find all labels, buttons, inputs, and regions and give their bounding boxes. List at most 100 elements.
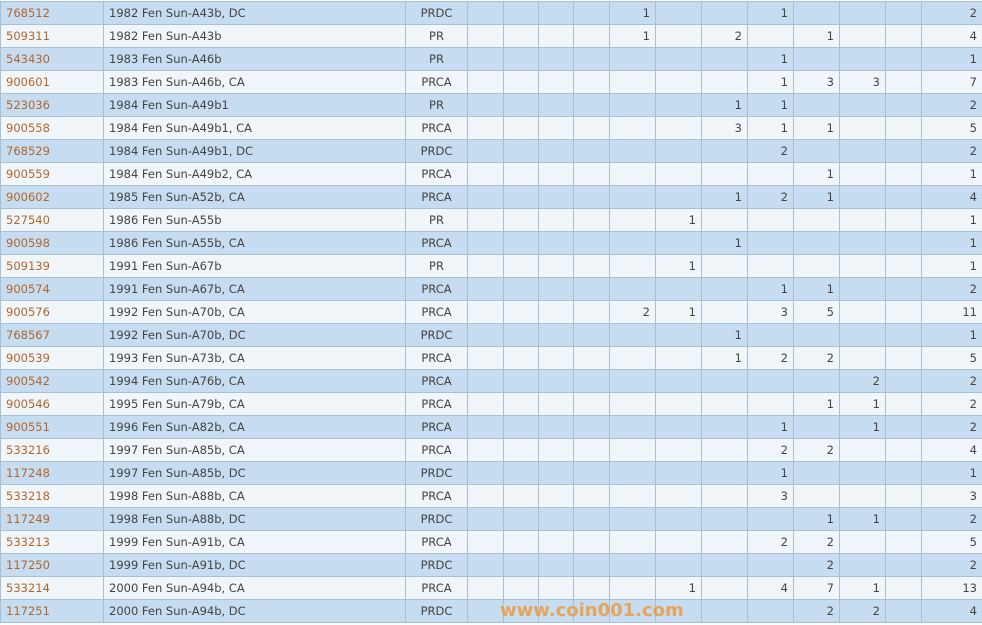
grade-count-cell: [748, 255, 794, 278]
grade-count-cell: [656, 531, 702, 554]
grade-count-cell: 2: [748, 531, 794, 554]
total-cell: 2: [922, 508, 982, 531]
grade-count-cell: [504, 278, 539, 301]
coin-id-cell: 509311: [1, 25, 104, 48]
grade-count-cell: 1: [794, 117, 840, 140]
coin-id-link[interactable]: 900601: [6, 75, 50, 89]
coin-id-cell: 900602: [1, 186, 104, 209]
coin-id-cell: 533213: [1, 531, 104, 554]
grade-count-cell: [610, 393, 656, 416]
grade-count-cell: [702, 508, 748, 531]
coin-type-cell: PRCA: [406, 416, 468, 439]
grade-count-cell: [702, 301, 748, 324]
total-cell: 3: [922, 485, 982, 508]
grade-count-cell: 3: [840, 71, 886, 94]
coin-id-link[interactable]: 509311: [6, 29, 50, 43]
coin-id-link[interactable]: 900574: [6, 282, 50, 296]
coin-id-link[interactable]: 523036: [6, 98, 50, 112]
grade-count-cell: 1: [702, 94, 748, 117]
coin-id-cell: 117250: [1, 554, 104, 577]
grade-count-cell: [656, 485, 702, 508]
coin-name-cell: 1995 Fen Sun-A79b, CA: [104, 393, 406, 416]
total-cell: 1: [922, 324, 982, 347]
coin-id-link[interactable]: 533214: [6, 581, 50, 595]
coin-id-link[interactable]: 900542: [6, 374, 50, 388]
grade-count-cell: [702, 416, 748, 439]
grade-count-cell: [656, 140, 702, 163]
coin-id-link[interactable]: 900539: [6, 351, 50, 365]
grade-count-cell: [886, 347, 922, 370]
grade-count-cell: [468, 577, 504, 600]
coin-id-link[interactable]: 900576: [6, 305, 50, 319]
grade-count-cell: [610, 347, 656, 370]
grade-count-cell: [468, 324, 504, 347]
coin-id-link[interactable]: 527540: [6, 213, 50, 227]
grade-count-cell: [840, 347, 886, 370]
grade-count-cell: [539, 255, 574, 278]
coin-id-link[interactable]: 117251: [6, 604, 50, 618]
grade-count-cell: [468, 117, 504, 140]
coin-id-link[interactable]: 900558: [6, 121, 50, 135]
coin-id-link[interactable]: 768567: [6, 328, 50, 342]
grade-count-cell: 1: [840, 416, 886, 439]
coin-type-cell: PRDC: [406, 554, 468, 577]
coin-id-cell: 527540: [1, 209, 104, 232]
coin-name-cell: 1982 Fen Sun-A43b, DC: [104, 2, 406, 25]
grade-count-cell: [702, 554, 748, 577]
coin-id-link[interactable]: 509139: [6, 259, 50, 273]
coin-id-link[interactable]: 543430: [6, 52, 50, 66]
grade-count-cell: [702, 439, 748, 462]
grade-count-cell: [610, 278, 656, 301]
grade-count-cell: [574, 255, 610, 278]
coin-id-link[interactable]: 533218: [6, 489, 50, 503]
grade-count-cell: [610, 462, 656, 485]
coin-id-link[interactable]: 900551: [6, 420, 50, 434]
grade-count-cell: [468, 508, 504, 531]
grade-count-cell: [656, 186, 702, 209]
coin-id-link[interactable]: 900598: [6, 236, 50, 250]
coin-id-cell: 768512: [1, 2, 104, 25]
grade-count-cell: [702, 140, 748, 163]
coin-id-link[interactable]: 117250: [6, 558, 50, 572]
total-cell: 5: [922, 347, 982, 370]
coin-id-link[interactable]: 117249: [6, 512, 50, 526]
grade-count-cell: [574, 48, 610, 71]
coin-id-link[interactable]: 768512: [6, 6, 50, 20]
coin-id-link[interactable]: 768529: [6, 144, 50, 158]
grade-count-cell: [504, 25, 539, 48]
coin-id-link[interactable]: 900602: [6, 190, 50, 204]
grade-count-cell: [468, 600, 504, 623]
coin-type-cell: PRCA: [406, 117, 468, 140]
total-cell: 11: [922, 301, 982, 324]
grade-count-cell: [794, 416, 840, 439]
grade-count-cell: [574, 209, 610, 232]
coin-id-cell: 900558: [1, 117, 104, 140]
grade-count-cell: [886, 393, 922, 416]
grade-count-cell: [840, 439, 886, 462]
grade-count-cell: [504, 163, 539, 186]
coin-id-link[interactable]: 533213: [6, 535, 50, 549]
grade-count-cell: [702, 370, 748, 393]
grade-count-cell: 1: [748, 416, 794, 439]
grade-count-cell: [574, 439, 610, 462]
grade-count-cell: [610, 439, 656, 462]
coin-id-link[interactable]: 900546: [6, 397, 50, 411]
grade-count-cell: [468, 439, 504, 462]
coin-id-link[interactable]: 900559: [6, 167, 50, 181]
grade-count-cell: [610, 416, 656, 439]
grade-count-cell: [504, 577, 539, 600]
grade-count-cell: [504, 209, 539, 232]
coin-id-link[interactable]: 533216: [6, 443, 50, 457]
grade-count-cell: [504, 393, 539, 416]
coin-type-cell: PRDC: [406, 140, 468, 163]
grade-count-cell: [610, 163, 656, 186]
grade-count-cell: [468, 347, 504, 370]
grade-count-cell: 3: [794, 71, 840, 94]
coin-id-cell: 533216: [1, 439, 104, 462]
grade-count-cell: [840, 531, 886, 554]
grade-count-cell: [794, 48, 840, 71]
coin-id-link[interactable]: 117248: [6, 466, 50, 480]
grade-count-cell: [748, 163, 794, 186]
